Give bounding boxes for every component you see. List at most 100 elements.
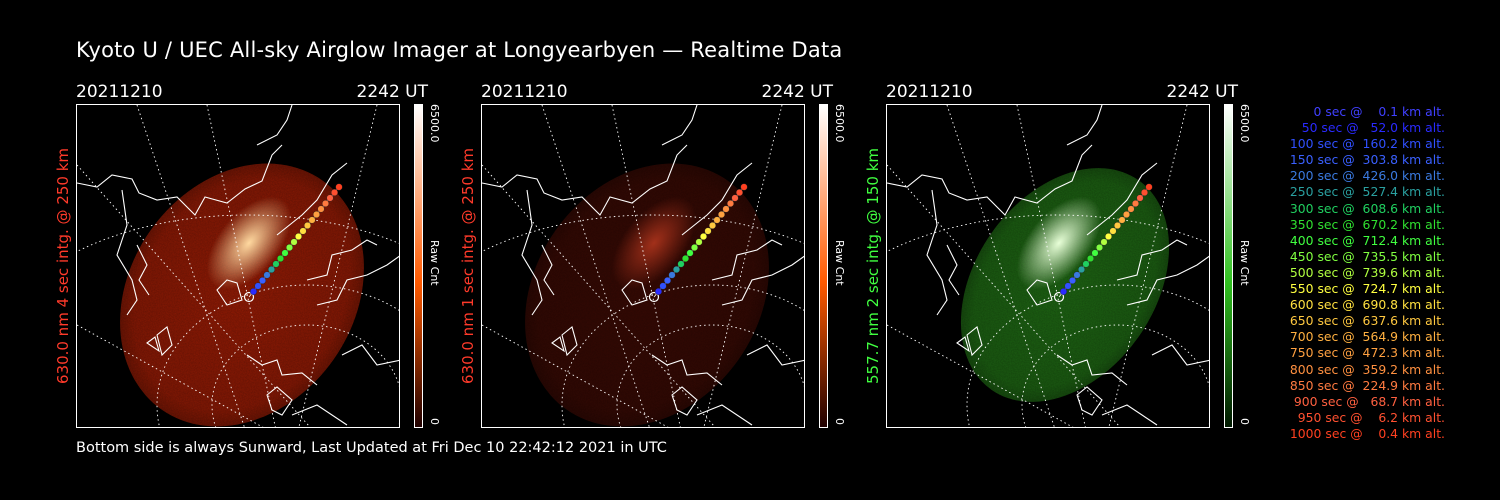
track-point [267, 265, 275, 273]
legend-row: 150 sec @ 303.8 km alt. [1285, 152, 1445, 168]
imager-panel-1: 20211210 2242 UT 630.0 nm 4 sec intg. @ … [54, 80, 456, 440]
panel-date: 20211210 [481, 82, 568, 102]
track-point [677, 260, 685, 268]
panel-ylabel: 630.0 nm 4 sec intg. @ 250 km [54, 147, 72, 385]
legend-row: 950 sec @ 6.2 km alt. [1293, 409, 1445, 425]
track-point [1109, 227, 1117, 235]
track-point [1140, 188, 1148, 196]
track-point [299, 227, 307, 235]
track-point [294, 232, 302, 240]
track-point [272, 260, 280, 268]
track-point [1100, 238, 1108, 246]
track-point [659, 282, 667, 290]
legend-row: 1000 sec @ 0.4 km alt. [1289, 425, 1445, 441]
track-point [1118, 216, 1126, 224]
track-point [1127, 205, 1135, 213]
track-point [731, 194, 739, 202]
track-point [717, 210, 725, 218]
allsky-map [482, 105, 804, 427]
colorbar-max-label: 6500.0 [833, 104, 846, 143]
legend-row: 700 sec @ 564.9 km alt. [1285, 329, 1445, 345]
track-point [308, 216, 316, 224]
track-point [1064, 282, 1072, 290]
track-point [726, 199, 734, 207]
legend-row: 400 sec @ 712.4 km alt. [1285, 232, 1445, 248]
track-point [321, 199, 329, 207]
track-point [263, 271, 271, 279]
track-point [654, 287, 662, 295]
track-point [276, 254, 284, 262]
allsky-map [887, 105, 1209, 427]
panel-time: 2242 UT [761, 82, 834, 102]
track-point [708, 221, 716, 229]
track-point [740, 183, 748, 191]
legend-row: 450 sec @ 735.5 km alt. [1285, 248, 1445, 264]
legend-row: 200 sec @ 426.0 km alt. [1285, 168, 1445, 184]
track-point [249, 287, 257, 295]
track-point [1095, 243, 1103, 251]
imager-panel-3: 20211210 2242 UT 557.7 nm 2 sec intg. @ … [864, 80, 1266, 440]
track-point [317, 205, 325, 213]
track-point [1082, 260, 1090, 268]
track-point [1122, 210, 1130, 218]
legend-row: 250 sec @ 527.4 km alt. [1285, 184, 1445, 200]
track-point [285, 243, 293, 251]
geo-grid [77, 105, 399, 427]
track-point [1145, 183, 1153, 191]
track-point [663, 276, 671, 284]
panel-date: 20211210 [886, 82, 973, 102]
allsky-image [76, 104, 400, 428]
colorbar [1224, 104, 1233, 428]
track-point [1136, 194, 1144, 202]
track-point [335, 183, 343, 191]
track-point [672, 265, 680, 273]
panel-date: 20211210 [76, 82, 163, 102]
track-point [681, 254, 689, 262]
track-point [1113, 221, 1121, 229]
track-point [668, 271, 676, 279]
track-point [1073, 271, 1081, 279]
track-point [1086, 254, 1094, 262]
colorbar-max-label: 6500.0 [428, 104, 441, 143]
track-point [303, 221, 311, 229]
legend-row: 600 sec @ 690.8 km alt. [1285, 297, 1445, 313]
legend-row: 350 sec @ 670.2 km alt. [1285, 216, 1445, 232]
imager-panel-2: 20211210 2242 UT 630.0 nm 1 sec intg. @ … [459, 80, 861, 440]
footer-status: Bottom side is always Sunward, Last Upda… [76, 440, 667, 456]
track-point [735, 188, 743, 196]
coastline [887, 105, 1209, 426]
colorbar-unit-label: Raw Cnt [428, 240, 441, 286]
coastline [482, 105, 804, 426]
allsky-map [77, 105, 399, 427]
track-point [290, 238, 298, 246]
track-point [1077, 265, 1085, 273]
track-point [1104, 232, 1112, 240]
colorbar [414, 104, 423, 428]
track-point [1053, 291, 1065, 303]
legend-row: 300 sec @ 608.6 km alt. [1285, 200, 1445, 216]
legend-row: 550 sec @ 724.7 km alt. [1285, 281, 1445, 297]
page-title: Kyoto U / UEC All-sky Airglow Imager at … [76, 38, 843, 62]
allsky-image [481, 104, 805, 428]
legend-row: 800 sec @ 359.2 km alt. [1285, 361, 1445, 377]
legend-row: 50 sec @ 52.0 km alt. [1293, 120, 1445, 136]
track-point [281, 249, 289, 257]
geo-grid [482, 105, 804, 427]
panel-ylabel: 630.0 nm 1 sec intg. @ 250 km [459, 147, 477, 385]
track-point [258, 276, 266, 284]
panel-time: 2242 UT [356, 82, 429, 102]
track-point [699, 232, 707, 240]
track-point [722, 205, 730, 213]
geo-grid [887, 105, 1209, 427]
panel-ylabel: 557.7 nm 2 sec intg. @ 150 km [864, 147, 882, 385]
aurora-glow [1016, 196, 1102, 290]
track-point [713, 216, 721, 224]
colorbar [819, 104, 828, 428]
legend-row: 750 sec @ 472.3 km alt. [1285, 345, 1445, 361]
track-point [254, 282, 262, 290]
legend-row: 650 sec @ 637.6 km alt. [1285, 313, 1445, 329]
aurora-glow [206, 196, 292, 290]
legend-row: 900 sec @ 68.7 km alt. [1289, 393, 1445, 409]
track-point [312, 210, 320, 218]
legend-row: 500 sec @ 739.6 km alt. [1285, 264, 1445, 280]
